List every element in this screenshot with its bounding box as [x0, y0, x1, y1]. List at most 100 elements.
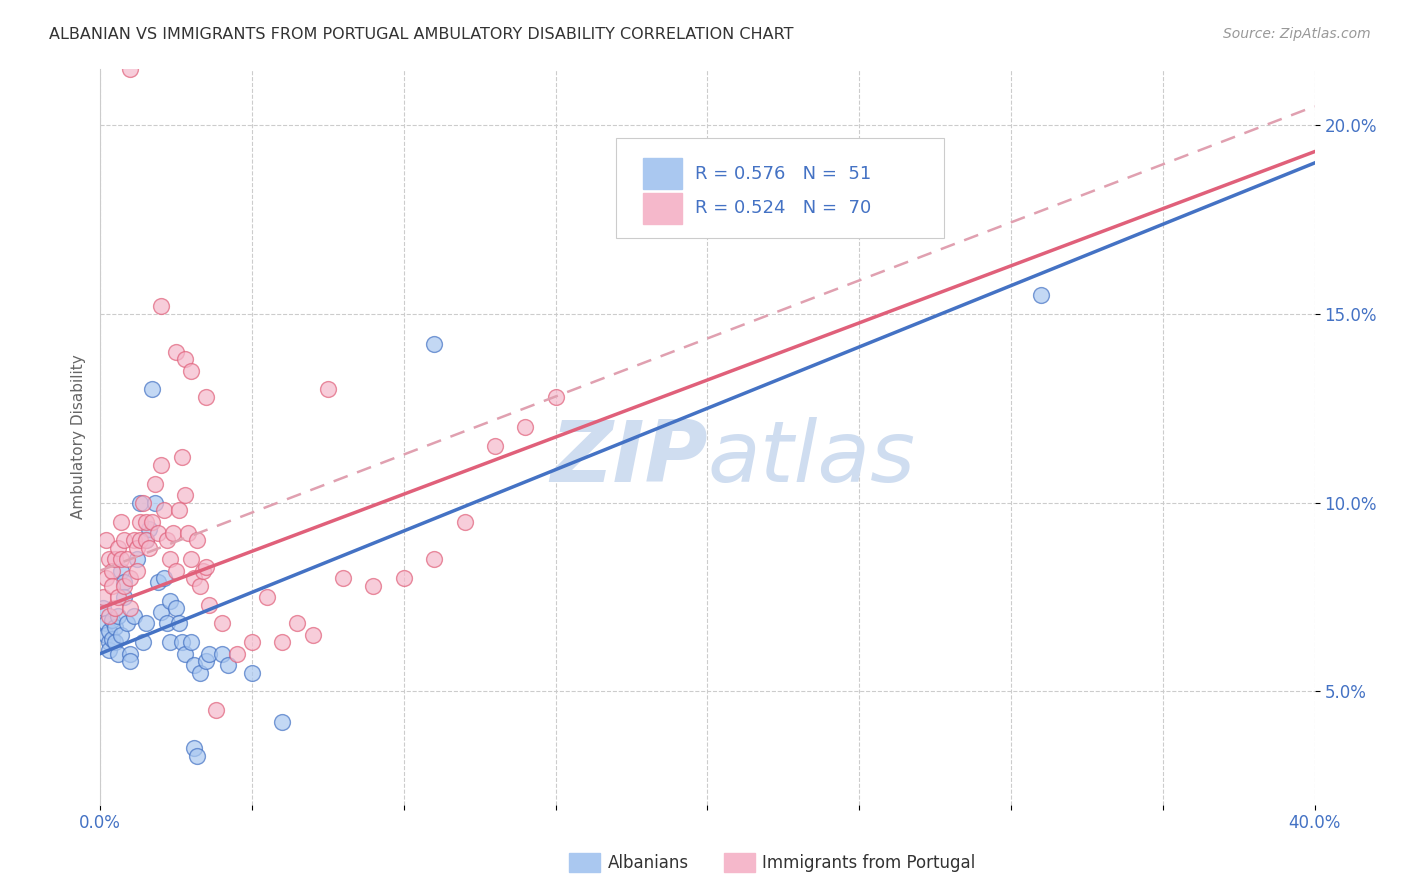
Point — [96, 616, 118, 631]
Point — [153, 503, 176, 517]
Point — [135, 533, 157, 548]
Point — [167, 503, 190, 517]
Point — [135, 616, 157, 631]
Point — [165, 601, 187, 615]
Point — [240, 635, 263, 649]
Point — [159, 635, 181, 649]
Point — [128, 496, 150, 510]
Point — [149, 605, 172, 619]
Point — [183, 571, 205, 585]
Point — [392, 571, 415, 585]
Point — [240, 665, 263, 680]
Point — [195, 559, 218, 574]
Point — [165, 344, 187, 359]
Point — [110, 552, 132, 566]
Point — [146, 574, 169, 589]
Point — [316, 383, 339, 397]
Point — [204, 703, 226, 717]
Y-axis label: Ambulatory Disability: Ambulatory Disability — [72, 354, 86, 519]
Point — [107, 608, 129, 623]
Point — [162, 525, 184, 540]
FancyBboxPatch shape — [616, 138, 945, 238]
Point — [159, 552, 181, 566]
Point — [186, 748, 208, 763]
Text: R = 0.576   N =  51: R = 0.576 N = 51 — [696, 165, 872, 183]
Point — [453, 515, 475, 529]
Point — [217, 658, 239, 673]
Point — [112, 533, 135, 548]
Point — [96, 571, 118, 585]
Point — [146, 525, 169, 540]
Point — [174, 352, 197, 367]
Point — [193, 564, 215, 578]
Point — [91, 601, 114, 615]
Text: R = 0.524   N =  70: R = 0.524 N = 70 — [696, 200, 872, 218]
Point — [165, 564, 187, 578]
Point — [128, 515, 150, 529]
Bar — [643, 159, 682, 189]
Point — [141, 383, 163, 397]
Point — [104, 620, 127, 634]
Point — [107, 647, 129, 661]
Point — [104, 601, 127, 615]
Point — [112, 574, 135, 589]
Point — [423, 552, 446, 566]
Point — [104, 552, 127, 566]
Point — [256, 590, 278, 604]
Point — [225, 647, 247, 661]
Point — [125, 541, 148, 555]
Point — [183, 658, 205, 673]
Point — [107, 541, 129, 555]
Point — [101, 579, 124, 593]
Text: Source: ZipAtlas.com: Source: ZipAtlas.com — [1223, 27, 1371, 41]
Point — [180, 363, 202, 377]
Point — [174, 488, 197, 502]
Point — [135, 515, 157, 529]
Point — [138, 541, 160, 555]
Point — [98, 552, 121, 566]
Point — [271, 714, 294, 729]
Point — [271, 635, 294, 649]
Point — [98, 624, 121, 638]
Point — [125, 552, 148, 566]
Point — [117, 552, 139, 566]
Point — [91, 590, 114, 604]
Point — [195, 654, 218, 668]
Point — [177, 525, 200, 540]
Point — [120, 62, 142, 76]
Text: Immigrants from Portugal: Immigrants from Portugal — [762, 854, 976, 871]
Point — [332, 571, 354, 585]
Point — [211, 616, 233, 631]
Point — [153, 571, 176, 585]
Point — [96, 628, 118, 642]
Point — [107, 590, 129, 604]
Text: Albanians: Albanians — [607, 854, 689, 871]
Point — [188, 665, 211, 680]
Text: ALBANIAN VS IMMIGRANTS FROM PORTUGAL AMBULATORY DISABILITY CORRELATION CHART: ALBANIAN VS IMMIGRANTS FROM PORTUGAL AMB… — [49, 27, 794, 42]
Point — [186, 533, 208, 548]
Point — [149, 458, 172, 472]
Point — [101, 613, 124, 627]
Point — [131, 496, 153, 510]
Point — [138, 522, 160, 536]
Point — [104, 635, 127, 649]
Point — [198, 598, 221, 612]
Point — [131, 635, 153, 649]
Point — [101, 632, 124, 646]
Point — [183, 741, 205, 756]
Point — [301, 628, 323, 642]
Point — [172, 635, 194, 649]
Point — [143, 496, 166, 510]
Point — [110, 564, 132, 578]
Point — [174, 647, 197, 661]
Point — [120, 571, 142, 585]
Point — [515, 420, 537, 434]
Point — [544, 390, 567, 404]
Point — [156, 533, 179, 548]
Point — [484, 439, 506, 453]
Point — [195, 390, 218, 404]
Point — [120, 654, 142, 668]
Point — [156, 616, 179, 631]
Point — [287, 616, 309, 631]
Point — [1031, 288, 1053, 302]
